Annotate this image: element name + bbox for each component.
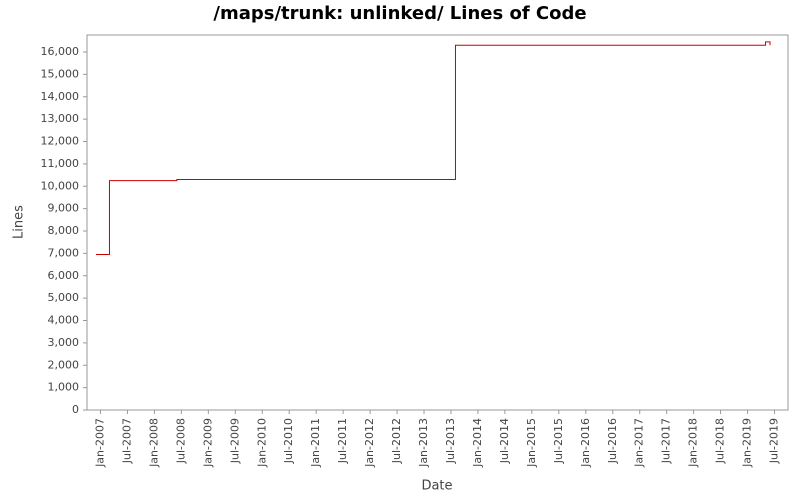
y-tick-label: 4,000 [48, 314, 80, 327]
x-tick-label: Jul-2015 [552, 418, 565, 464]
y-tick-label: 8,000 [48, 224, 80, 237]
x-tick-label: Jul-2008 [174, 418, 187, 464]
y-tick-label: 5,000 [48, 291, 80, 304]
y-tick-label: 16,000 [41, 45, 80, 58]
plot-area [86, 34, 789, 411]
x-tick-label: Jul-2012 [390, 418, 403, 464]
x-tick-label: Jan-2007 [93, 418, 106, 468]
y-tick-label: 2,000 [48, 358, 80, 371]
y-tick-label: 3,000 [48, 336, 80, 349]
x-tick-label: Jan-2014 [471, 418, 484, 468]
y-tick-label: 11,000 [41, 157, 80, 170]
x-tick-label: Jan-2019 [741, 418, 754, 468]
x-tick-label: Jul-2009 [228, 418, 241, 464]
x-tick-label: Jan-2012 [363, 418, 376, 468]
y-tick-label: 13,000 [41, 112, 80, 125]
x-tick-label: Jan-2011 [309, 418, 322, 468]
y-tick-label: 14,000 [41, 90, 80, 103]
y-tick-label: 0 [72, 403, 79, 416]
data-line [95, 41, 771, 255]
x-tick-label: Jan-2018 [687, 418, 700, 468]
y-tick-label: 15,000 [41, 67, 80, 80]
y-axis-title: Lines [12, 205, 27, 239]
x-tick-label: Jan-2008 [147, 418, 160, 468]
x-tick-label: Jul-2010 [282, 418, 295, 464]
x-tick-label: Jul-2019 [768, 418, 781, 464]
x-tick-label: Jul-2018 [714, 418, 727, 464]
x-tick-label: Jul-2011 [336, 418, 349, 464]
y-tick-label: 12,000 [41, 135, 80, 148]
y-tick-label: 7,000 [48, 246, 80, 259]
x-tick-label: Jul-2017 [660, 418, 673, 464]
x-tick-label: Jan-2016 [579, 418, 592, 468]
x-tick-label: Jul-2007 [120, 418, 133, 464]
x-tick-label: Jan-2015 [525, 418, 538, 468]
x-tick-label: Jul-2014 [498, 418, 511, 464]
x-tick-label: Jan-2010 [255, 418, 268, 468]
chart-title: /maps/trunk: unlinked/ Lines of Code [213, 3, 586, 24]
y-tick-label: 9,000 [48, 202, 80, 215]
y-tick-label: 6,000 [48, 269, 80, 282]
x-tick-label: Jan-2009 [201, 418, 214, 468]
y-tick-label: 10,000 [41, 179, 80, 192]
x-axis-title: Date [421, 479, 452, 494]
x-tick-label: Jan-2013 [417, 418, 430, 468]
x-tick-label: Jan-2017 [633, 418, 646, 468]
y-tick-label: 1,000 [48, 381, 80, 394]
x-tick-label: Jul-2013 [444, 418, 457, 464]
x-tick-label: Jul-2016 [606, 418, 619, 464]
